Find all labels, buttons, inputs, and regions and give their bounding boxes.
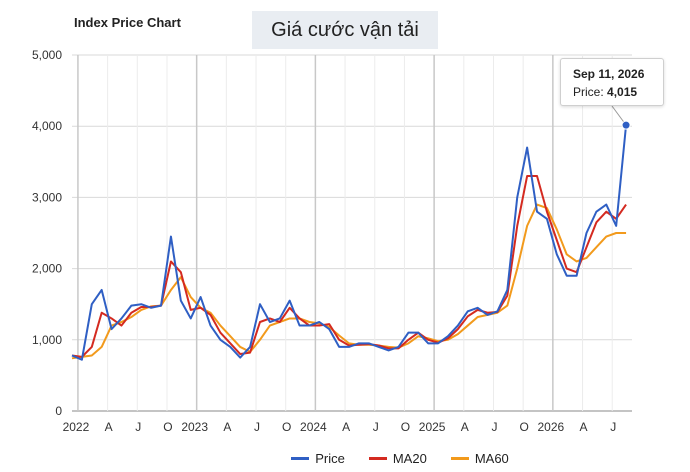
y-tick-label: 4,000 bbox=[32, 119, 62, 133]
x-tick-label: O bbox=[401, 420, 410, 434]
x-tick-label: A bbox=[342, 420, 350, 434]
legend-item-ma60[interactable]: MA60 bbox=[450, 451, 509, 466]
tooltip-label: Price: bbox=[573, 85, 608, 99]
x-tick-label: 2024 bbox=[300, 420, 327, 434]
y-tick-label: 2,000 bbox=[32, 262, 62, 276]
y-tick-label: 0 bbox=[55, 404, 62, 418]
x-tick-label: A bbox=[461, 420, 469, 434]
legend-label-ma60: MA60 bbox=[474, 451, 509, 466]
x-tick-label: J bbox=[491, 420, 497, 434]
y-tick-label: 1,000 bbox=[32, 333, 62, 347]
tooltip-value-row: Price: 4,015 bbox=[573, 83, 663, 101]
x-tick-label: A bbox=[105, 420, 113, 434]
last-price-point bbox=[621, 120, 631, 130]
overlay-title: Giá cước vận tải bbox=[252, 11, 438, 49]
x-tick-label: 2022 bbox=[63, 420, 90, 434]
legend-item-price[interactable]: Price bbox=[291, 451, 345, 466]
tooltip-date: Sep 11, 2026 bbox=[573, 67, 645, 81]
tooltip-value: 4,015 bbox=[607, 85, 638, 99]
x-tick-label: O bbox=[163, 420, 172, 434]
series-line-ma60 bbox=[71, 203, 627, 360]
x-tick-label: J bbox=[254, 420, 260, 434]
price-tooltip: Sep 11, 2026 Price: 4,015 bbox=[560, 58, 664, 106]
x-tick-label: 2026 bbox=[537, 420, 564, 434]
legend-label-price: Price bbox=[315, 451, 345, 466]
x-tick-label: 2023 bbox=[181, 420, 208, 434]
x-tick-label: J bbox=[610, 420, 616, 434]
legend-swatch-ma20 bbox=[368, 457, 387, 460]
x-tick-label: O bbox=[282, 420, 291, 434]
legend: Price MA20 MA60 bbox=[0, 451, 690, 466]
x-tick-label: J bbox=[135, 420, 141, 434]
x-tick-label: A bbox=[223, 420, 231, 434]
x-tick-label: O bbox=[519, 420, 528, 434]
chart-title: Index Price Chart bbox=[74, 15, 181, 30]
legend-swatch-price bbox=[291, 457, 310, 460]
legend-item-ma20[interactable]: MA20 bbox=[368, 451, 427, 466]
x-tick-label: 2025 bbox=[419, 420, 446, 434]
series-line-price bbox=[71, 125, 628, 361]
x-tick-label: J bbox=[373, 420, 379, 434]
series-line-ma20 bbox=[71, 175, 627, 358]
x-tick-label: A bbox=[580, 420, 588, 434]
y-tick-label: 5,000 bbox=[32, 48, 62, 62]
legend-label-ma20: MA20 bbox=[392, 451, 427, 466]
y-tick-label: 3,000 bbox=[32, 190, 62, 204]
legend-swatch-ma60 bbox=[450, 457, 469, 460]
